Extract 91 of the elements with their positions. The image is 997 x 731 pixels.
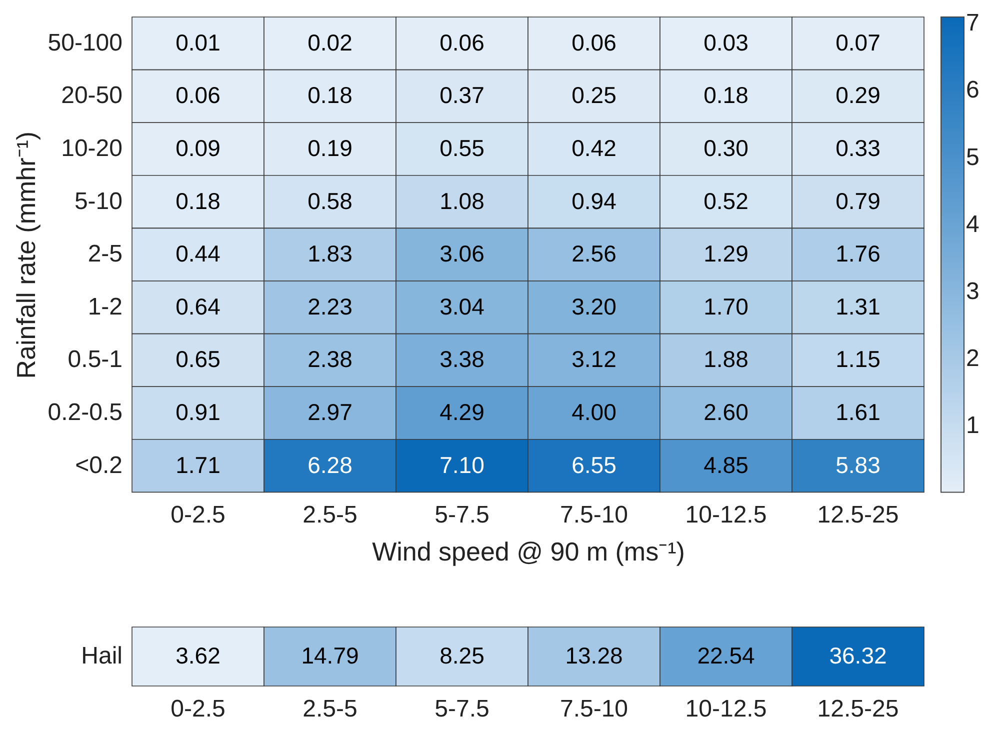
y-tick-label: <0.2: [75, 452, 122, 479]
data-label: 36.32: [829, 642, 887, 668]
x-tick-label: 0-2.5: [170, 696, 226, 722]
data-label: 6.55: [572, 452, 616, 478]
x-tick-label: 5-7.5: [434, 696, 490, 722]
data-label: 0.55: [440, 135, 484, 161]
data-label: 13.28: [565, 642, 623, 668]
data-label: 0.94: [572, 188, 617, 214]
color-bar-label: 6: [966, 76, 980, 104]
data-label: 1.88: [704, 346, 748, 372]
data-label: 0.18: [176, 188, 220, 214]
y-axis-title: Rainfall rate (mmhr⁻¹): [10, 131, 41, 379]
data-label: 3.20: [572, 293, 616, 320]
data-label: 1.76: [836, 240, 880, 267]
data-label: 3.12: [572, 346, 616, 372]
data-label: 3.06: [440, 240, 484, 267]
x-tick-label: 10-12.5: [685, 696, 767, 722]
data-label: 1.70: [704, 293, 748, 320]
data-label: 0.29: [836, 82, 880, 108]
data-label: 14.79: [301, 642, 359, 668]
y-tick-label: 2-5: [88, 240, 122, 268]
color-bar-label: 2: [966, 344, 980, 372]
x-tick-label: 5-7.5: [434, 502, 490, 529]
data-label: 2.23: [308, 293, 352, 320]
data-label: 0.91: [176, 399, 220, 425]
y-tick-label: 0.5-1: [68, 346, 122, 374]
data-label: 6.28: [308, 452, 352, 478]
x-tick-label: 10-12.5: [685, 502, 767, 529]
data-label: 2.97: [308, 399, 352, 425]
y-tick-label: 20-50: [61, 82, 122, 110]
data-label: 2.60: [704, 399, 748, 425]
data-label: 3.04: [440, 293, 485, 320]
data-label: 4.00: [572, 399, 616, 425]
y-tick-label: Hail: [81, 642, 122, 670]
x-axis-title: Wind speed @ 90 m (ms⁻¹): [372, 536, 685, 567]
data-label: 0.64: [176, 293, 221, 320]
data-label: 8.25: [440, 642, 484, 668]
data-label: 2.38: [308, 346, 352, 372]
data-label: 3.62: [176, 642, 220, 668]
color-bar-label: 1: [966, 412, 980, 439]
data-label: 2.56: [572, 240, 616, 267]
data-label: 1.15: [836, 346, 880, 372]
data-label: 0.19: [308, 135, 352, 161]
data-label: 0.25: [572, 82, 616, 108]
x-tick-label: 12.5-25: [817, 696, 899, 722]
data-label: 22.54: [697, 642, 755, 668]
data-label: 0.44: [176, 240, 221, 267]
data-label: 0.07: [836, 29, 880, 56]
x-tick-label: 2.5-5: [302, 696, 358, 722]
data-label: 0.01: [176, 29, 220, 56]
data-label: 0.37: [440, 82, 484, 108]
x-tick-label: 2.5-5: [302, 502, 358, 529]
data-label: 0.79: [836, 188, 880, 214]
data-label: 0.33: [836, 135, 880, 161]
data-label: 0.42: [572, 135, 616, 161]
data-label: 1.29: [704, 240, 748, 267]
color-bar-label: 7: [966, 10, 980, 37]
data-label: 0.06: [572, 29, 616, 56]
x-tick-label: 0-2.5: [170, 502, 226, 529]
data-label: 1.71: [176, 452, 220, 478]
data-label: 1.31: [836, 293, 880, 320]
data-label: 1.61: [836, 399, 880, 425]
x-tick-label: 7.5-10: [560, 502, 628, 529]
data-label: 0.30: [704, 135, 748, 161]
data-label: 0.58: [308, 188, 352, 214]
y-tick-label: 5-10: [74, 188, 122, 215]
data-label: 3.38: [440, 346, 484, 372]
x-tick-label: 12.5-25: [817, 502, 899, 529]
x-tick-label: 7.5-10: [560, 696, 628, 722]
color-bar-label: 3: [966, 278, 980, 305]
data-label: 0.02: [308, 29, 352, 56]
data-label: 0.52: [704, 188, 748, 214]
data-label: 0.18: [704, 82, 748, 108]
y-tick-label: 50-100: [48, 29, 122, 56]
y-tick-label: 0.2-0.5: [48, 399, 122, 426]
data-label: 0.65: [176, 346, 220, 372]
y-tick-label: 10-20: [61, 135, 122, 162]
data-label: 1.08: [440, 188, 484, 214]
color-bar-label: 4: [966, 210, 980, 238]
data-label: 1.83: [308, 240, 352, 267]
data-label: 0.09: [176, 135, 220, 161]
data-label: 4.29: [440, 399, 484, 425]
color-bar-label: 5: [966, 144, 980, 171]
data-label: 5.83: [836, 452, 880, 478]
data-label: 4.85: [704, 452, 748, 478]
data-label: 0.03: [704, 29, 748, 56]
data-label: 0.06: [176, 82, 220, 108]
data-label: 0.06: [440, 29, 484, 56]
y-tick-label: 1-2: [88, 293, 122, 320]
data-label: 0.18: [308, 82, 352, 108]
data-label: 7.10: [440, 452, 484, 478]
